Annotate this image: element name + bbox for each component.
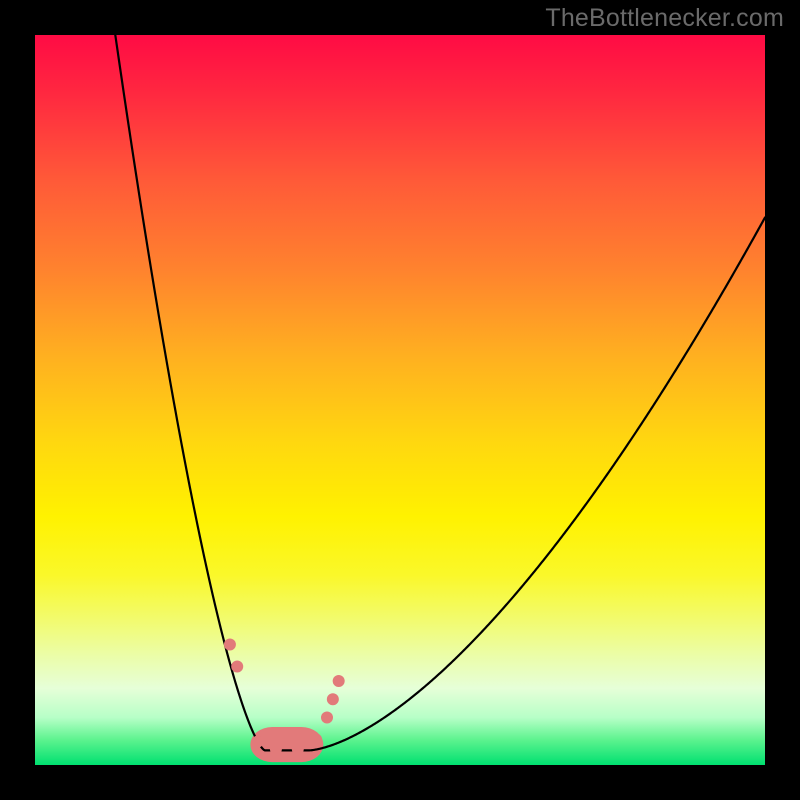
chart-frame: TheBottlenecker.com: [0, 0, 800, 800]
data-marker: [252, 736, 264, 748]
plot-area: [35, 35, 765, 765]
data-marker: [224, 639, 236, 651]
data-marker: [292, 743, 304, 755]
watermark-label: TheBottlenecker.com: [545, 4, 784, 33]
data-marker: [270, 743, 282, 755]
data-marker: [310, 733, 322, 745]
data-marker: [231, 660, 243, 672]
chart-svg: [35, 35, 765, 765]
data-marker: [333, 675, 345, 687]
data-marker: [327, 693, 339, 705]
data-marker: [321, 712, 333, 724]
chart-background: [35, 35, 765, 765]
